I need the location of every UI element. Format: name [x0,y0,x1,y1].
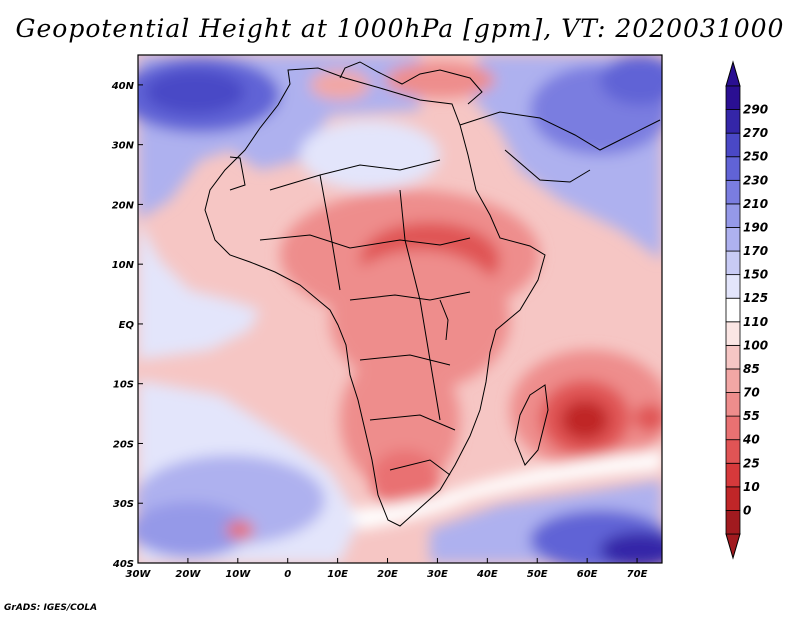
lat-tick-label: EQ [119,320,135,331]
colorbar-swatch [725,368,741,393]
lon-tick-label: 40E [476,569,498,580]
colorbar-swatch [725,510,741,535]
colorbar-swatch [725,203,741,228]
colorbar-label: 10 [743,480,760,494]
lon-tick-label: 50E [527,569,548,580]
lat-tick-label: 30N [112,141,135,152]
colorbar-label: 0 [743,503,751,517]
map-frame [137,54,663,564]
lon-axis: 30W 20W 10W 0 10E 20E 30E 40E 50E 60E 70E [126,558,648,580]
colorbar-swatch [725,344,741,370]
colorbar-label: 190 [743,220,768,234]
lon-tick-label: 10E [327,569,348,580]
colorbar-label: 85 [743,362,760,376]
chart-title: Geopotential Height at 1000hPa [gpm], VT… [15,14,785,43]
colorbar-swatch [725,392,741,417]
colorbar-label: 250 [743,150,768,164]
colorbar-label: 210 [743,197,768,211]
lat-tick-label: 40N [111,81,135,92]
colorbar-swatch [725,227,741,252]
colorbar-label: 290 [743,103,768,117]
colorbar-swatch [725,274,741,299]
colorbar-swatch [725,486,741,511]
colorbar-swatch [725,132,741,158]
colorbar-bottom-arrow [725,533,741,560]
colorbar-swatch [725,250,741,276]
lon-tick-label: 10W [225,569,251,580]
colorbar-swatch [725,85,741,110]
lat-tick-label: 30S [113,499,134,510]
colorbar: 0 10 25 40 55 70 85 100 110 125 150 170 190 210 230 250… [725,60,768,560]
colorbar-swatch [725,415,741,441]
lon-tick-label: 30E [427,569,448,580]
grads-credit: GrADS: IGES/COLA [4,603,98,613]
colorbar-label: 25 [743,456,760,470]
lon-tick-label: 0 [284,569,291,580]
colorbar-label: 270 [743,126,768,140]
colorbar-swatch [725,321,741,346]
height-field [138,55,662,563]
lat-tick-label: 20S [113,439,134,450]
lon-tick-label: 30W [126,569,152,580]
colorbar-label: 110 [743,315,768,329]
colorbar-swatch [725,156,741,181]
colorbar-top-arrow [725,60,741,87]
colorbar-label: 70 [743,386,760,400]
lat-tick-label: 20N [112,200,135,211]
colorbar-label: 150 [743,268,768,282]
lon-tick-label: 20E [377,569,398,580]
lat-tick-label: 10N [112,260,135,271]
lat-tick-label: 10S [113,380,134,391]
colorbar-label: 125 [743,291,768,305]
colorbar-label: 170 [743,244,768,258]
colorbar-label: 230 [743,173,768,187]
lon-tick-label: 70E [627,569,648,580]
lon-tick-label: 60E [577,569,598,580]
colorbar-swatch [725,179,741,205]
colorbar-swatch [725,109,741,134]
lat-tick-label: 40S [112,559,134,570]
colorbar-label: 40 [742,433,760,447]
colorbar-label: 55 [743,409,760,423]
coastlines [204,61,661,527]
colorbar-swatch [725,439,741,464]
colorbar-swatch [725,462,741,488]
lat-axis: 40N 30N 20N 10N EQ 10S 20S 30S 40S [111,81,143,570]
lon-tick-label: 20W [175,569,201,580]
colorbar-label: 100 [743,338,768,352]
colorbar-swatch [725,297,741,323]
